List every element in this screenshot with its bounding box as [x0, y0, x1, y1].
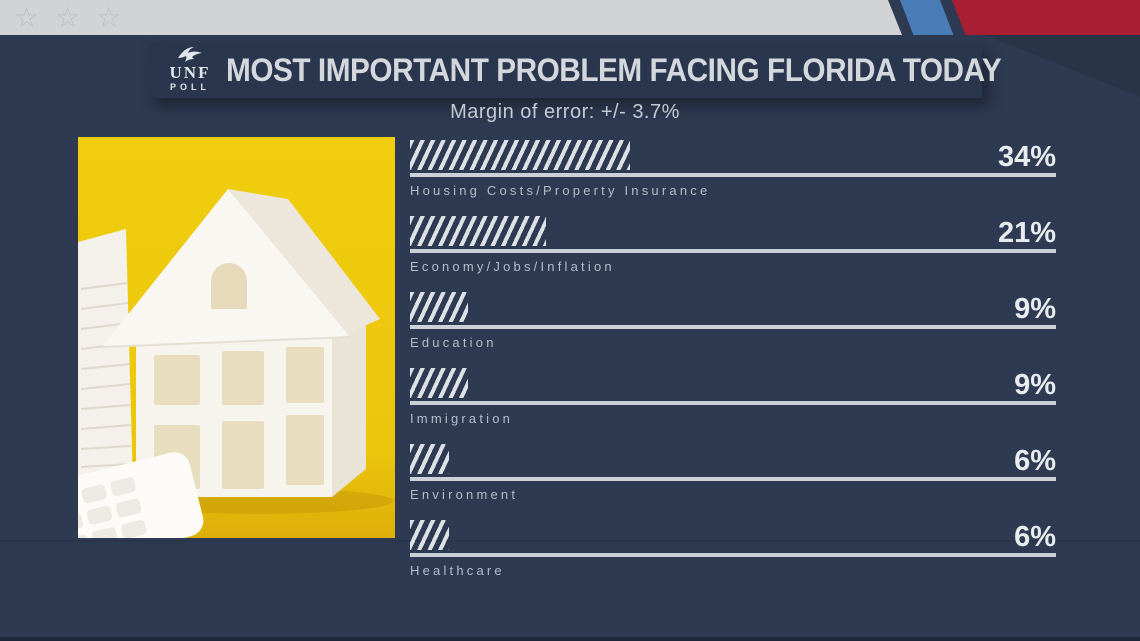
bar-area: 9%	[410, 292, 1056, 325]
bar	[410, 292, 469, 322]
bar	[410, 216, 546, 246]
chart-row: 6% Environment	[410, 444, 1056, 502]
bar-area: 6%	[410, 520, 1056, 553]
chart-row: 9% Immigration	[410, 368, 1056, 426]
page-title: MOST IMPORTANT PROBLEM FACING FLORIDA TO…	[226, 52, 1002, 88]
corner-shade	[985, 35, 1140, 97]
bar-value: 6%	[1014, 521, 1056, 553]
bar-area: 21%	[410, 216, 1056, 249]
bar-value: 9%	[1014, 293, 1056, 325]
background-seam	[0, 540, 1140, 542]
chart-row: 6% Healthcare	[410, 520, 1056, 578]
poll-bar-chart: 34% Housing Costs/Property Insurance 21%…	[410, 140, 1056, 596]
bar-area: 9%	[410, 368, 1056, 401]
top-banner-strip: ☆ ☆ ☆	[0, 0, 902, 35]
bar-value: 21%	[997, 217, 1056, 249]
bar-label: Economy/Jobs/Inflation	[410, 259, 615, 274]
bar-underline	[410, 553, 1056, 557]
bar-underline	[410, 325, 1056, 329]
bar	[410, 368, 469, 398]
bar-label: Housing Costs/Property Insurance	[410, 183, 711, 198]
bar-area: 6%	[410, 444, 1056, 477]
logo-unit-text: POLL	[170, 82, 210, 92]
bar	[410, 140, 630, 170]
bar-underline	[410, 173, 1056, 177]
title-bar: UNF POLL MOST IMPORTANT PROBLEM FACING F…	[148, 43, 1002, 98]
bar-underline	[410, 477, 1056, 481]
bar-value: 34%	[997, 141, 1056, 173]
logo-org-text: UNF	[169, 63, 211, 82]
bar-underline	[410, 401, 1056, 405]
star-icon: ☆	[14, 0, 40, 34]
chart-row: 21% Economy/Jobs/Inflation	[410, 216, 1056, 274]
bar-label: Immigration	[410, 411, 514, 426]
blue-ribbon	[900, 0, 954, 35]
bar	[410, 520, 449, 550]
bar-label: Healthcare	[410, 563, 505, 578]
bar-area: 34%	[410, 140, 1056, 173]
bar-underline	[410, 249, 1056, 253]
bar-value: 9%	[1014, 369, 1056, 401]
osprey-icon	[178, 47, 202, 62]
margin-of-error-text: Margin of error: +/- 3.7%	[450, 101, 680, 123]
bar	[410, 444, 449, 474]
red-ribbon	[952, 0, 1140, 35]
unf-poll-logo: UNF POLL	[154, 45, 226, 92]
bar-label: Education	[410, 335, 497, 350]
star-icon: ☆	[55, 0, 81, 34]
star-icon: ☆	[96, 0, 122, 34]
chart-row: 9% Education	[410, 292, 1056, 350]
bottom-edge	[0, 637, 1140, 641]
chart-rows: 34% Housing Costs/Property Insurance 21%…	[410, 140, 1056, 578]
house-photo	[78, 137, 395, 538]
chart-row: 34% Housing Costs/Property Insurance	[410, 140, 1056, 198]
bar-label: Environment	[410, 487, 519, 502]
bar-value: 6%	[1014, 445, 1056, 477]
